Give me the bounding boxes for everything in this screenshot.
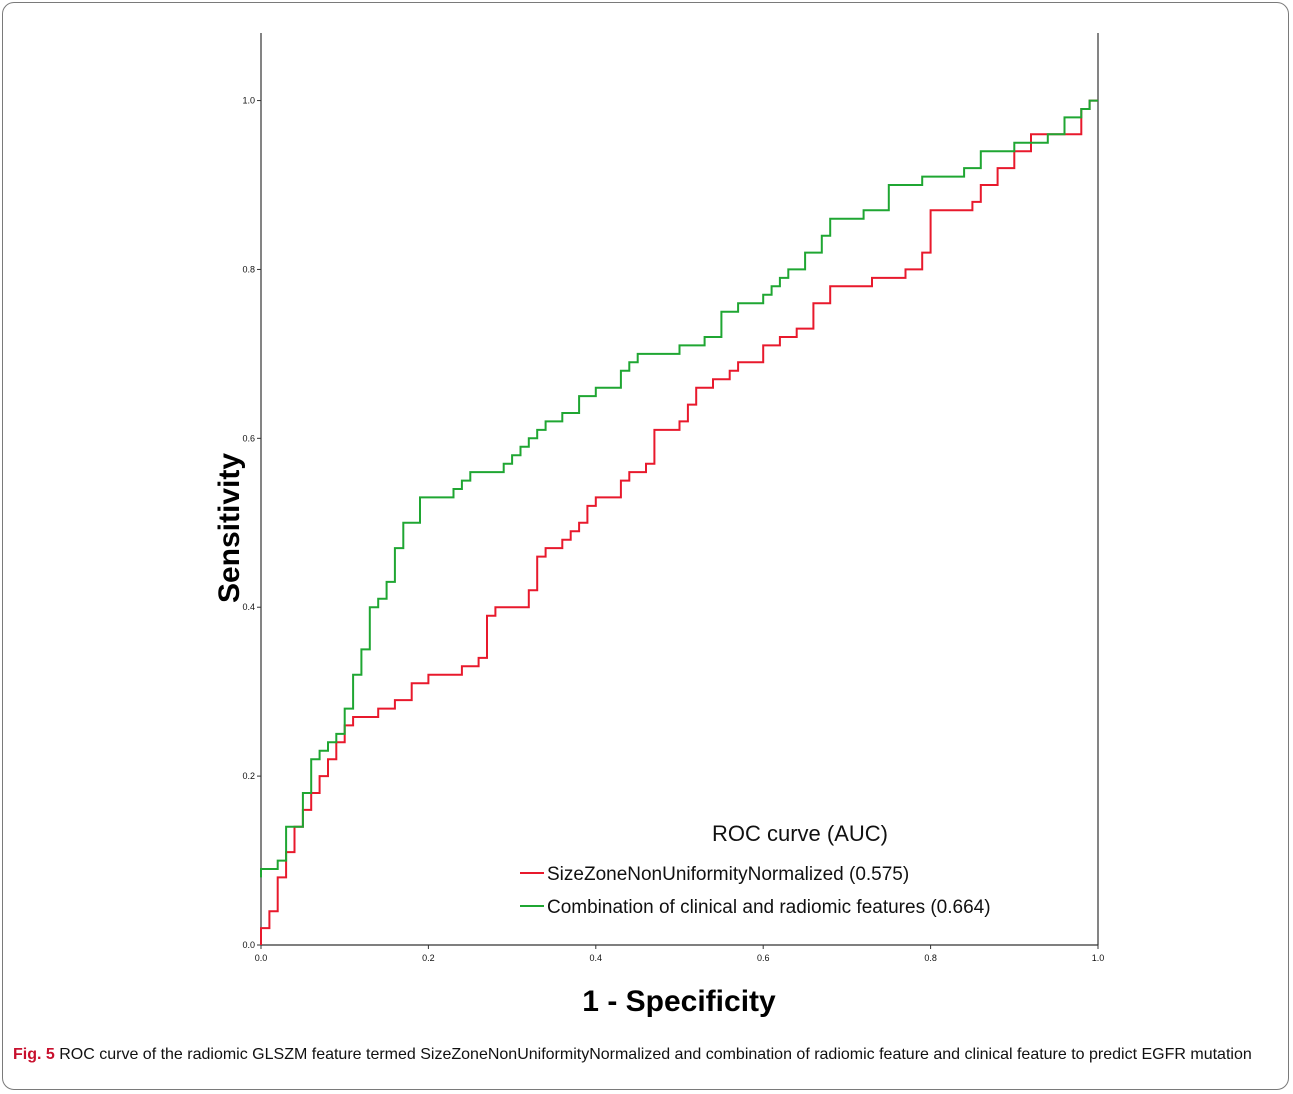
- y-axis-title: Sensitivity: [213, 453, 246, 603]
- legend-label-size-zone: SizeZoneNonUniformityNormalized (0.575): [547, 864, 909, 885]
- tick-labels: 0.0 0.2 0.4 0.6 0.8 1.0 0.0 0.2 0.4 0.6 0.8 1.0: [242, 96, 1104, 963]
- x-tick-label: 0.8: [924, 953, 937, 963]
- caption-text: ROC curve of the radiomic GLSZM feature …: [54, 1046, 1252, 1063]
- axes: [260, 33, 1099, 946]
- x-tick-label: 0.4: [590, 953, 603, 963]
- legend-title: ROC curve (AUC): [712, 821, 888, 846]
- x-axis-title: 1 - Specificity: [582, 985, 776, 1018]
- legend: ROC curve (AUC) SizeZoneNonUniformityNor…: [520, 821, 991, 918]
- y-tick-label: 0.6: [242, 433, 255, 443]
- series-lines: [260, 99, 1098, 945]
- caption-label: Fig. 5: [13, 1046, 55, 1063]
- series-line-combination: [260, 99, 1098, 878]
- legend-label-combination: Combination of clinical and radiomic fea…: [547, 897, 991, 918]
- x-tick-label: 0.0: [255, 953, 268, 963]
- y-tick-label: 0.8: [242, 264, 255, 274]
- roc-chart: 0.0 0.2 0.4 0.6 0.8 1.0 0.0 0.2 0.4 0.6 0.8 1.0 1 -…: [213, 33, 1104, 1018]
- y-tick-label: 1.0: [242, 96, 255, 106]
- tick-marks: [257, 100, 1099, 949]
- y-tick-label: 0.2: [242, 771, 255, 781]
- y-tick-label: 0.0: [242, 940, 255, 950]
- figure-caption: Fig. 5 ROC curve of the radiomic GLSZM f…: [13, 1043, 1283, 1067]
- series-line-size-zone: [260, 99, 1098, 945]
- x-tick-label: 0.6: [757, 953, 770, 963]
- x-tick-label: 0.2: [422, 953, 435, 963]
- x-tick-label: 1.0: [1092, 953, 1105, 963]
- y-tick-label: 0.4: [242, 602, 255, 612]
